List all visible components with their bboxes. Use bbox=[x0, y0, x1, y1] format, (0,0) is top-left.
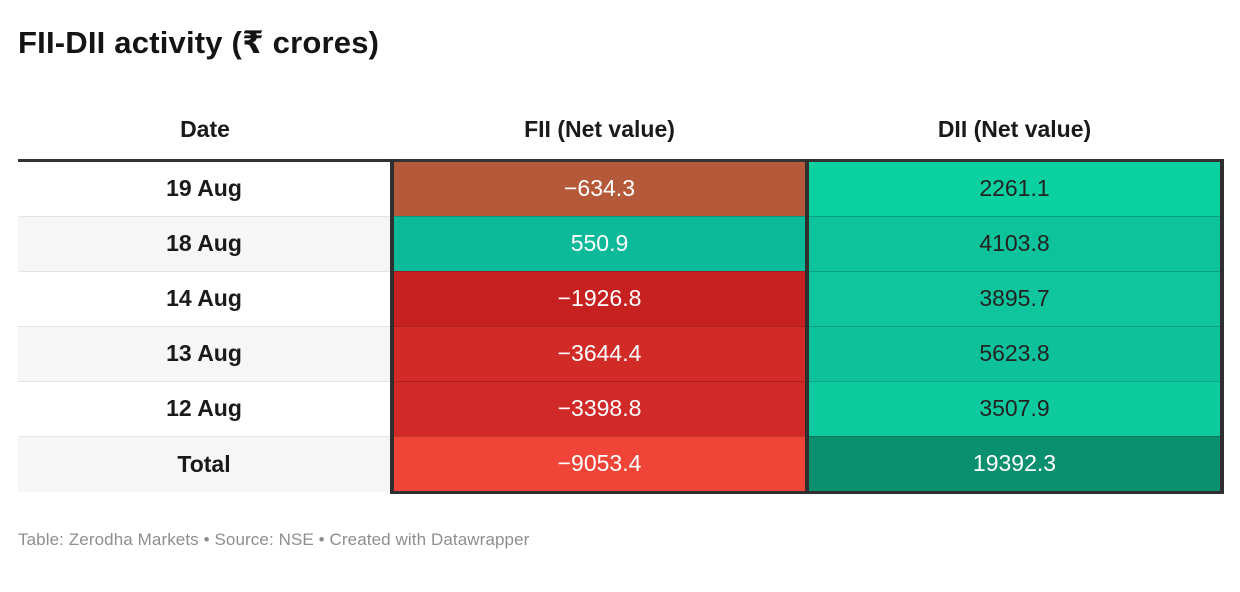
fii-dii-table: Date FII (Net value) DII (Net value) 19 … bbox=[18, 103, 1224, 494]
dii-value-cell: 5623.8 bbox=[805, 325, 1224, 382]
date-cell: 19 Aug bbox=[18, 160, 392, 217]
table-row: 14 Aug −1926.8 3895.7 bbox=[18, 270, 1224, 327]
dii-value-cell: 3895.7 bbox=[805, 270, 1224, 327]
fii-value-cell: −1926.8 bbox=[390, 270, 807, 327]
header-row: Date FII (Net value) DII (Net value) bbox=[18, 103, 1222, 161]
column-header-date: Date bbox=[180, 115, 230, 142]
column-header-dii: DII (Net value) bbox=[937, 115, 1092, 142]
fii-value-cell: 550.9 bbox=[390, 215, 807, 272]
page-title: FII-DII activity (₹ crores) bbox=[18, 25, 380, 60]
fii-value-cell: −3398.8 bbox=[390, 380, 807, 437]
table-row: 12 Aug −3398.8 3507.9 bbox=[18, 380, 1224, 437]
column-header-fii: FII (Net value) bbox=[524, 115, 675, 142]
dii-value-cell: 19392.3 bbox=[805, 435, 1224, 494]
dii-value-cell: 2261.1 bbox=[805, 160, 1224, 217]
date-cell: Total bbox=[18, 435, 392, 493]
date-cell: 12 Aug bbox=[18, 380, 392, 437]
table-row: 19 Aug −634.3 2261.1 bbox=[18, 160, 1224, 217]
date-cell: 18 Aug bbox=[18, 215, 392, 272]
date-cell: 14 Aug bbox=[18, 270, 392, 327]
dii-value-cell: 4103.8 bbox=[805, 215, 1224, 272]
fii-value-cell: −3644.4 bbox=[390, 325, 807, 382]
attribution-line: Table: Zerodha Markets • Source: NSE • C… bbox=[18, 529, 530, 549]
dii-value-cell: 3507.9 bbox=[805, 380, 1224, 437]
fii-value-cell: −634.3 bbox=[390, 160, 807, 217]
table-row: 18 Aug 550.9 4103.8 bbox=[18, 215, 1224, 272]
table-row: 13 Aug −3644.4 5623.8 bbox=[18, 325, 1224, 382]
date-cell: 13 Aug bbox=[18, 325, 392, 382]
fii-value-cell: −9053.4 bbox=[390, 435, 807, 494]
table-row-total: Total −9053.4 19392.3 bbox=[18, 435, 1224, 494]
